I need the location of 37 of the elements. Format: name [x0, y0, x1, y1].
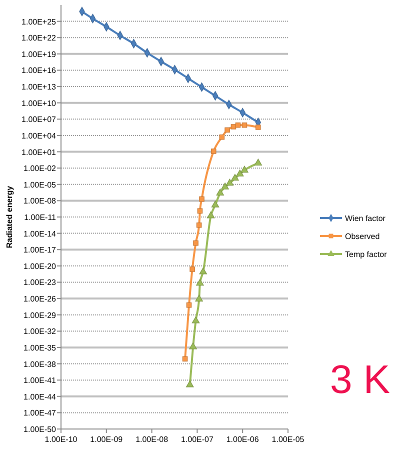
y-tick-label: 1.00E+25 — [22, 17, 57, 26]
y-tick-label: 1.00E+01 — [22, 148, 57, 157]
x-tick-label: 1.00E-05 — [272, 435, 305, 444]
legend-label: Wien factor — [345, 214, 386, 223]
y-tick-label: 1.00E-44 — [24, 392, 57, 402]
x-tick-label: 1.00E-06 — [226, 435, 260, 444]
y-tick-label: 1.00E-08 — [24, 196, 57, 206]
y-tick-label: 1.00E+19 — [22, 50, 57, 59]
y-tick-label: 1.00E-05 — [24, 180, 57, 190]
y-tick-label: 1.00E-29 — [24, 310, 57, 320]
legend-label: Temp factor — [345, 250, 388, 259]
y-tick-label: 1.00E-02 — [24, 164, 57, 174]
x-tick-label: 1.00E-09 — [90, 435, 124, 444]
legend-label: Observed — [345, 232, 380, 241]
text: 3 K — [330, 358, 390, 402]
y-tick-label: 1.00E-41 — [24, 376, 57, 386]
y-tick-label: 1.00E+04 — [22, 131, 57, 140]
x-tick-label: 1.00E-10 — [44, 435, 78, 444]
y-tick-label: 1.00E+22 — [22, 34, 57, 43]
y-tick-label: 1.00E-20 — [24, 262, 57, 271]
y-tick-label: 1.00E+16 — [22, 66, 57, 76]
y-tick-label: 1.00E-23 — [24, 278, 57, 288]
y-tick-label: 1.00E-38 — [24, 360, 57, 369]
y-tick-label: 1.00E+13 — [22, 82, 57, 92]
y-tick-label: 1.00E-26 — [24, 294, 57, 304]
y-tick-label: 1.00E-11 — [24, 213, 57, 222]
y-axis-title: Radiated energy — [5, 185, 14, 248]
y-tick-label: 1.00E-50 — [24, 425, 57, 434]
y-tick-label: 1.00E-47 — [24, 408, 57, 418]
y-tick-label: 1.00E-14 — [24, 229, 57, 238]
y-tick-label: 1.00E-17 — [24, 246, 57, 255]
y-tick-label: 1.00E-32 — [24, 327, 57, 336]
y-tick-label: 1.00E+10 — [22, 98, 57, 108]
x-tick-label: 1.00E-08 — [136, 435, 169, 444]
x-tick-label: 1.00E-07 — [180, 435, 214, 444]
y-tick-label: 1.00E+07 — [22, 115, 57, 124]
y-tick-label: 1.00E-35 — [24, 343, 57, 352]
